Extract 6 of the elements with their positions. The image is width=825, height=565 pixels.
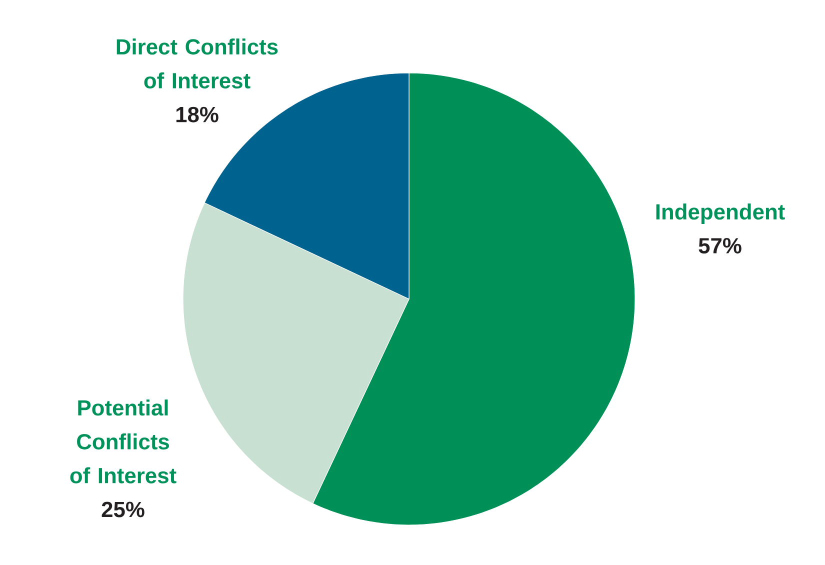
data-label: 18% — [176, 106, 218, 122]
data-label: 57% — [698, 238, 742, 254]
slice-label: Potential Conflicts of Interest — [70, 400, 176, 484]
slice-label: Independent — [656, 204, 785, 224]
slice-label: Direct Conflicts of Interest — [116, 38, 278, 88]
data-label: 25% — [102, 502, 144, 518]
